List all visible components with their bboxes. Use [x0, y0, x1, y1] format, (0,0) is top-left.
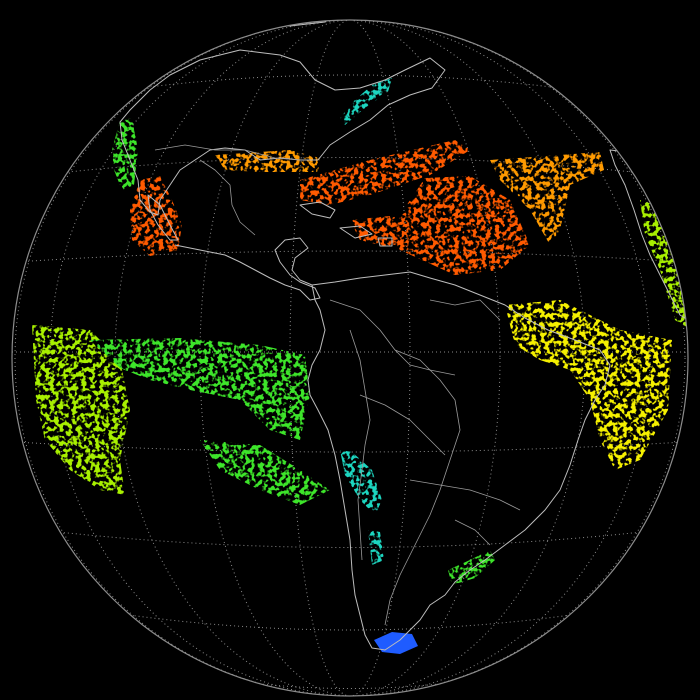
borders — [154, 144, 521, 626]
cloud-region — [200, 440, 330, 505]
cloud-region — [112, 118, 138, 190]
cloud-region — [340, 450, 382, 515]
cloud-region — [505, 300, 672, 470]
cloud-region — [300, 140, 470, 205]
cloud-region — [32, 325, 130, 495]
cloud-region — [368, 530, 384, 565]
cloud-region — [448, 550, 495, 585]
cloud-region — [130, 176, 182, 256]
globe-limb — [11, 19, 689, 697]
cloud-region — [640, 200, 688, 330]
cloud-region — [215, 150, 320, 172]
cloud-region — [90, 338, 310, 440]
cloud-region — [490, 152, 604, 245]
cloud-region — [340, 78, 392, 125]
cloud-region — [350, 176, 530, 275]
